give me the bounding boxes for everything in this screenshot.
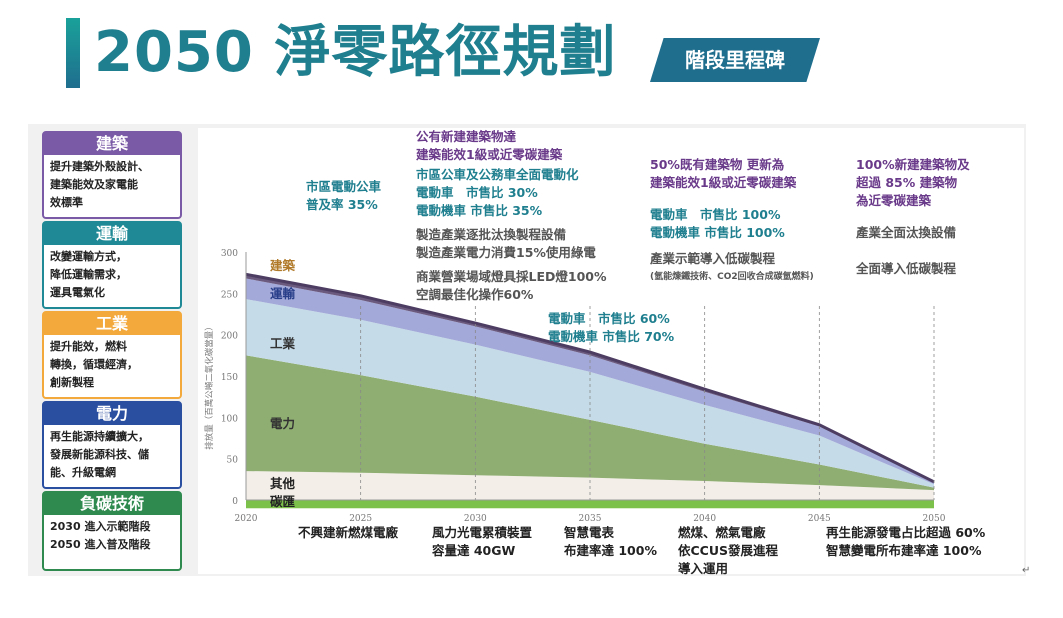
- area-其他: [246, 471, 934, 500]
- return-mark: ↵: [1022, 565, 1031, 576]
- annotation-2025-bus: 市區電動公車 普及率 35%: [306, 179, 382, 212]
- series-label-電力: 電力: [270, 416, 295, 431]
- x-tick-label: 2020: [235, 514, 258, 524]
- y-axis-label: 排放量（百萬公噸二氧化碳當量）: [204, 322, 215, 450]
- sector-card-title: 工業: [44, 313, 180, 335]
- annotation-2030-industry: 製造產業逐批汰換製程設備 製造產業電力消費15%使用綠電: [416, 227, 596, 260]
- sector-card-title: 建築: [44, 133, 180, 155]
- sector-card-text: 提升建築外殼設計、 建築能效及家電能 效標準: [50, 160, 149, 209]
- sector-card-building: 建築 提升建築外殼設計、 建築能效及家電能 效標準: [42, 131, 182, 219]
- bottom-milestone-2025: 不興建新燃煤電廠: [298, 525, 399, 540]
- milestone-tag-label: 階段里程碑: [685, 48, 785, 72]
- area-碳匯: [246, 500, 934, 509]
- sector-card-transport: 運輸 改變運輸方式， 降低運輸需求， 運具電氣化: [42, 221, 182, 309]
- bottom-milestone-2035: 智慧電表 布建率達 100%: [564, 525, 657, 558]
- page-title: 2050 淨零路徑規劃: [94, 20, 617, 85]
- sector-card-text: 改變運輸方式， 降低運輸需求， 運具電氣化: [50, 250, 127, 299]
- annotation-2040-transport: 電動車 市售比 100% 電動機車 市售比 100%: [650, 207, 785, 240]
- annotation-2035-transport: 電動車 市售比 60% 電動機車 市售比 70%: [548, 311, 675, 344]
- x-tick-label: 2035: [579, 514, 602, 524]
- bottom-milestone-2040: 燃煤、燃氣電廠 依CCUS發展進程 導入運用: [678, 525, 779, 576]
- annotation-2040-industry-detail: (氫能煉鐵技術、CO2回收合成碳氫燃料): [650, 272, 814, 282]
- milestone-tag: 階段里程碑: [650, 38, 820, 82]
- y-tick-label: 0: [232, 497, 238, 507]
- annotation-2050-building: 100%新建建築物及 超過 85% 建築物 為近零碳建築: [856, 157, 970, 208]
- x-tick-label: 2030: [464, 514, 487, 524]
- title-accent-bar: [66, 18, 80, 88]
- x-tick-label: 2040: [693, 514, 716, 524]
- annotation-2040-building: 50%既有建築物 更新為 建築能效1級或近零碳建築: [650, 157, 797, 190]
- annotation-2030-building: 公有新建建築物達 建築能效1級或近零碳建築: [416, 129, 563, 162]
- series-label-建築: 建築: [270, 258, 296, 273]
- y-tick-label: 250: [221, 290, 238, 300]
- area-top-outline: [245, 272, 935, 484]
- series-label-工業: 工業: [270, 336, 296, 351]
- sector-card-industry: 工業 提升能效，燃料 轉換，循環經濟， 創新製程: [42, 311, 182, 399]
- x-tick-label: 2050: [923, 514, 946, 524]
- sector-card-negative-carbon: 負碳技術 2030 進入示範階段 2050 進入普及階段: [42, 491, 182, 571]
- emission-chart: 0 50 100 150 200 250 300 2020 2025 2030 2035 2040 20…: [198, 128, 1024, 576]
- sector-card-title: 負碳技術: [44, 493, 180, 515]
- x-tick-label: 2025: [349, 514, 372, 524]
- y-tick-label: 200: [221, 332, 238, 342]
- bottom-milestone-2030: 風力光電累積裝置 容量達 40GW: [432, 525, 533, 558]
- annotation-2050-industry-process: 全面導入低碳製程: [856, 261, 957, 276]
- area-運輸: [246, 278, 934, 485]
- series-label-碳匯: 碳匯: [270, 494, 296, 509]
- sector-card-text: 再生能源持續擴大， 發展新能源科技、儲 能、升級電網: [50, 430, 149, 479]
- sector-card-power: 電力 再生能源持續擴大， 發展新能源科技、儲 能、升級電網: [42, 401, 182, 489]
- annotation-2050-industry-equipment: 產業全面汰換設備: [856, 225, 957, 240]
- series-label-運輸: 運輸: [270, 286, 296, 301]
- sector-card-text: 提升能效，燃料 轉換，循環經濟， 創新製程: [50, 340, 138, 389]
- bottom-milestone-2050: 再生能源發電占比超過 60% 智慧變電所布建率達 100%: [826, 525, 986, 558]
- y-tick-label: 50: [227, 456, 239, 466]
- sector-card-title: 電力: [44, 403, 180, 425]
- series-label-其他: 其他: [270, 476, 296, 491]
- y-tick-label: 150: [221, 373, 238, 383]
- sector-card-title: 運輸: [44, 223, 180, 245]
- sector-card-text: 2030 進入示範階段 2050 進入普及階段: [50, 520, 151, 551]
- area-工業: [246, 299, 934, 488]
- y-tick-label: 100: [221, 414, 238, 424]
- annotation-2040-industry: 產業示範導入低碳製程: [650, 251, 776, 266]
- emission-area-chart: 0 50 100 150 200 250 300 2020 2025 2030 2035 2040 20…: [204, 249, 946, 524]
- annotation-2030-commercial: 商業營業場域燈具採LED燈100% 空調最佳化操作60%: [416, 269, 607, 302]
- x-tick-label: 2045: [808, 514, 831, 524]
- y-tick-label: 300: [221, 249, 238, 259]
- annotation-2030-transport: 市區公車及公務車全面電動化 電動車 市售比 30% 電動機車 市售比 35%: [416, 167, 579, 218]
